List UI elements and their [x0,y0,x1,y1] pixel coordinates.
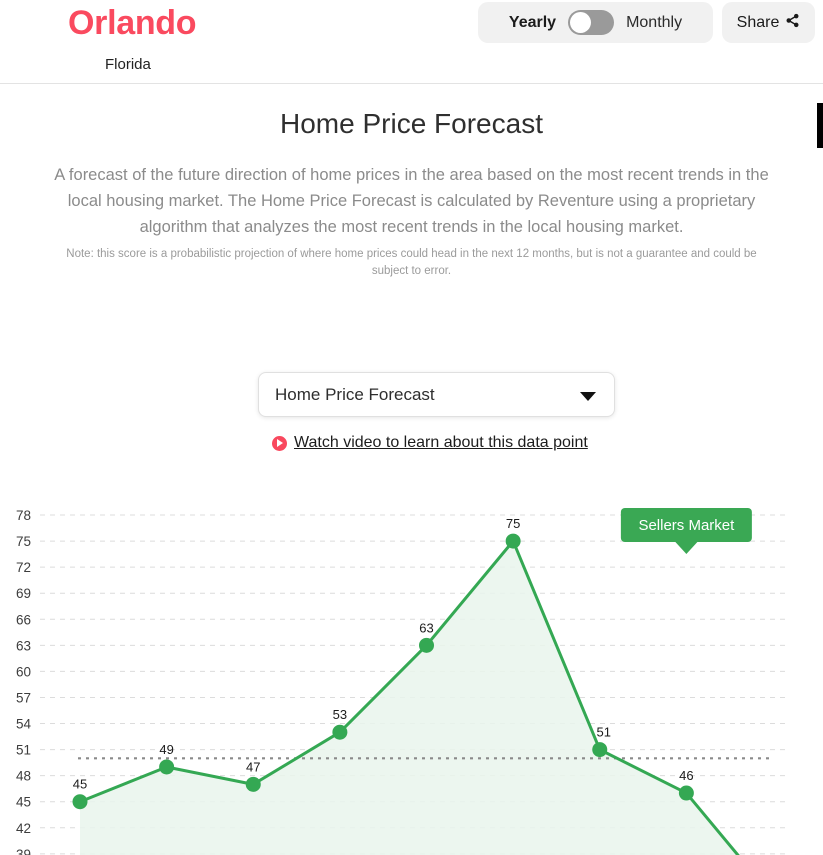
svg-text:46: 46 [679,768,693,783]
metric-select[interactable]: Home Price Forecast [258,372,615,417]
svg-text:45: 45 [16,795,31,810]
main-content: Home Price Forecast A forecast of the fu… [0,84,823,855]
svg-text:51: 51 [597,725,611,740]
svg-text:49: 49 [159,742,173,757]
frequency-yearly-label[interactable]: Yearly [508,13,557,31]
chart-data-point[interactable] [419,637,434,653]
chart-data-point[interactable] [505,533,521,549]
chart-data-point[interactable] [245,776,261,792]
svg-text:63: 63 [419,620,433,635]
home-price-forecast-chart[interactable]: 78757269666360575451484542393633 2017201… [0,484,823,855]
frequency-toggle-switch[interactable] [568,10,615,35]
chart-data-point[interactable] [592,742,608,758]
svg-text:57: 57 [16,690,31,705]
svg-text:53: 53 [333,707,347,722]
watch-video-link[interactable]: Watch video to learn about this data poi… [272,434,588,452]
chart-y-axis-labels: 78757269666360575451484542393633 [16,508,32,855]
svg-text:45: 45 [73,777,87,792]
svg-text:75: 75 [16,534,31,549]
share-icon [785,13,800,33]
svg-text:Sellers Market: Sellers Market [638,517,735,534]
watch-video-label: Watch video to learn about this data poi… [294,434,588,451]
chart-area-fill [80,541,738,855]
svg-text:48: 48 [16,769,31,784]
chart-data-point[interactable] [159,759,175,775]
svg-text:72: 72 [16,560,31,575]
svg-text:47: 47 [246,759,260,774]
toggle-knob [570,12,592,33]
panel-description: A forecast of the future direction of ho… [54,166,769,236]
chart-data-point[interactable] [72,794,88,810]
svg-text:54: 54 [16,717,32,732]
panel-title: Home Price Forecast [280,108,543,139]
svg-text:51: 51 [16,743,31,758]
page-scrollbar-thumb[interactable] [817,103,823,148]
page-title: Orlando [68,4,197,42]
share-button-label: Share [736,13,780,31]
app-header: Orlando Florida Yearly Monthly Share [0,0,823,84]
chevron-down-icon [580,392,596,401]
chart-svg: 78757269666360575451484542393633 2017201… [16,508,790,855]
svg-text:75: 75 [506,516,520,531]
metric-select-value: Home Price Forecast [275,384,435,404]
play-circle-icon [272,435,287,451]
svg-text:63: 63 [16,638,31,653]
svg-text:39: 39 [16,847,31,855]
chart-data-points[interactable] [72,533,781,855]
frequency-monthly-label[interactable]: Monthly [626,13,683,31]
chart-annotation-badges: Sellers MarketBuyers Market [620,508,752,554]
svg-text:60: 60 [16,664,31,679]
share-button[interactable]: Share [722,2,815,43]
svg-text:66: 66 [16,612,31,627]
svg-text:69: 69 [16,586,31,601]
svg-text:78: 78 [16,508,31,523]
state-subtitle: Florida [105,56,151,73]
chart-data-point[interactable] [332,724,348,740]
sellers-market-badge: Sellers Market [620,508,752,554]
panel-note: Note: this score is a probabilistic proj… [66,248,757,277]
chart-point-labels: 454947536375514634 [73,516,694,792]
chart-data-point[interactable] [678,785,694,801]
svg-text:42: 42 [16,821,31,836]
frequency-toggle-group[interactable]: Yearly Monthly [478,2,713,43]
